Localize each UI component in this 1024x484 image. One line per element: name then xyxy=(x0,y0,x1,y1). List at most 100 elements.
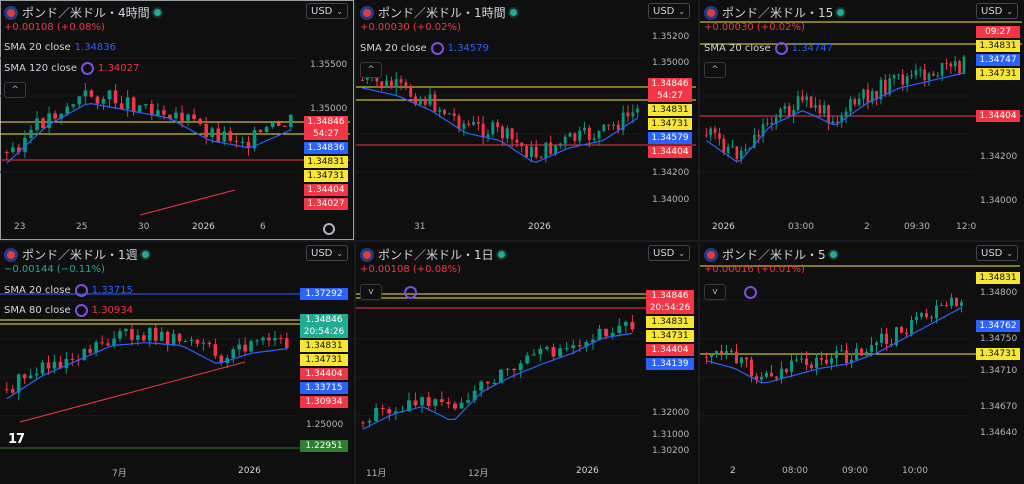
candle-body xyxy=(731,146,734,148)
candle-body xyxy=(915,316,918,321)
candle-body xyxy=(853,99,857,105)
candle-body xyxy=(264,127,269,133)
price-tag-line: 1.34731 xyxy=(646,330,694,342)
candle-body xyxy=(237,344,241,350)
candle-body xyxy=(801,96,804,101)
visibility-icon[interactable] xyxy=(404,286,417,299)
price-tick: 1.32000 xyxy=(652,408,690,418)
chart-panel-4h[interactable]: ポンド／米ドル・4時間 +0.00108 (+0.08%) SMA 20 clo… xyxy=(0,0,354,240)
visibility-icon[interactable] xyxy=(74,284,88,297)
price-tag-line: 1.34731 xyxy=(648,118,692,130)
candle-body xyxy=(165,331,170,346)
candle-body xyxy=(525,355,530,364)
visibility-icon[interactable] xyxy=(74,304,88,317)
price-tick: 1.35000 xyxy=(310,104,348,114)
chart-panel-1d[interactable]: ポンド／米ドル・1日 +0.00108 (+0.08%) v USD ⌄ 1.34… xyxy=(356,242,698,484)
expand-legend-button[interactable]: v xyxy=(360,284,382,300)
candle-body xyxy=(710,354,713,357)
collapse-legend-button[interactable]: ^ xyxy=(4,82,26,98)
candle-body xyxy=(870,345,873,352)
candle-body xyxy=(423,98,427,105)
candle-body xyxy=(375,74,379,82)
candle-body xyxy=(41,118,45,129)
candle-body xyxy=(285,338,289,349)
candle-body xyxy=(927,73,931,81)
candle-body xyxy=(10,389,15,393)
chart-panel-1h[interactable]: ポンド／米ドル・1時間 +0.00030 (+0.02%) SMA 20 clo… xyxy=(356,0,698,240)
chevron-down-icon: ⌄ xyxy=(1006,249,1013,258)
indicators-visibility-toggle[interactable] xyxy=(404,286,417,299)
candle-body xyxy=(730,350,733,352)
plot-area[interactable] xyxy=(700,0,1024,240)
candle-body xyxy=(452,113,456,116)
visibility-icon[interactable] xyxy=(430,42,444,55)
visibility-icon[interactable] xyxy=(81,62,95,75)
collapse-legend-button[interactable]: ^ xyxy=(360,62,382,78)
price-tick: 1.34750 xyxy=(980,334,1018,344)
candle-body xyxy=(568,133,572,137)
candle-body xyxy=(563,136,567,144)
visibility-icon[interactable] xyxy=(744,286,757,299)
candle-body xyxy=(725,350,728,354)
indicator-sma20[interactable]: SMA 20 close 1.33715 xyxy=(4,284,134,297)
candle-body xyxy=(228,131,233,141)
candle-body xyxy=(5,151,9,153)
sma-line-blue xyxy=(362,332,633,430)
indicators-visibility-toggle[interactable] xyxy=(744,286,757,299)
candle-body xyxy=(805,358,808,365)
indicator-sma120[interactable]: SMA 120 close 1.34027 xyxy=(4,62,140,75)
candle-body xyxy=(787,105,791,116)
candle-body xyxy=(52,361,57,369)
chart-panel-5m[interactable]: ポンド／米ドル・5 +0.00016 (+0.01%) v USD ⌄ 1.348… xyxy=(700,242,1024,484)
candle-body xyxy=(47,113,51,129)
candle-body xyxy=(520,142,524,147)
candle-body xyxy=(249,341,253,352)
indicator-sma20[interactable]: SMA 20 close 1.34747 xyxy=(704,42,834,55)
indicator-sma20[interactable]: SMA 20 close 1.34579 xyxy=(360,42,490,55)
candle-body xyxy=(810,364,813,369)
candle-body xyxy=(744,149,747,151)
candle-body xyxy=(476,121,480,124)
chart-panel-1w[interactable]: ポンド／米ドル・1週 −0.00144 (−0.11%) SMA 20 clos… xyxy=(0,242,354,484)
chart-panel-15m[interactable]: ポンド／米ドル・15 +0.00030 (+0.02%) SMA 20 clos… xyxy=(700,0,1024,240)
price-tag-line: 1.34731 xyxy=(300,354,348,366)
candle-body xyxy=(426,397,431,406)
candle-body xyxy=(888,78,892,95)
currency-select[interactable]: USD ⌄ xyxy=(306,3,348,19)
currency-select[interactable]: USD ⌄ xyxy=(976,245,1018,261)
expand-legend-button[interactable]: v xyxy=(704,284,726,300)
time-tick: 6 xyxy=(260,222,266,232)
price-tag-line: 1.34404 xyxy=(300,368,348,380)
currency-select[interactable]: USD ⌄ xyxy=(648,245,690,261)
time-tick: 23 xyxy=(14,222,26,232)
indicator-sma20[interactable]: SMA 20 close 1.34836 xyxy=(4,42,117,53)
time-tick: 25 xyxy=(76,222,88,232)
time-tick: 31 xyxy=(414,222,426,232)
plot-area[interactable] xyxy=(0,0,354,240)
gbpusd-flag-icon xyxy=(704,5,718,20)
candle-body xyxy=(201,342,206,344)
candle-body xyxy=(720,351,723,354)
candle-body xyxy=(558,143,562,146)
candle-body xyxy=(89,90,94,97)
candle-body xyxy=(65,106,70,114)
plot-area[interactable] xyxy=(356,0,698,240)
plot-area[interactable] xyxy=(700,242,1024,484)
currency-select[interactable]: USD ⌄ xyxy=(976,3,1018,19)
candle-body xyxy=(433,399,438,406)
currency-select[interactable]: USD ⌄ xyxy=(306,245,348,261)
candle-body xyxy=(718,133,721,139)
plot-area[interactable] xyxy=(0,242,354,484)
candle-body xyxy=(910,75,913,77)
settings-gear-icon[interactable] xyxy=(323,223,335,235)
indicator-sma80[interactable]: SMA 80 close 1.30934 xyxy=(4,304,134,317)
candle-body xyxy=(739,150,743,159)
candle-body xyxy=(380,407,385,409)
collapse-legend-button[interactable]: ^ xyxy=(704,62,726,78)
candle-body xyxy=(844,111,848,116)
currency-select[interactable]: USD ⌄ xyxy=(648,3,690,19)
candle-body xyxy=(255,340,259,342)
candle-body xyxy=(814,104,817,108)
visibility-icon[interactable] xyxy=(774,42,788,55)
candle-body xyxy=(100,342,104,344)
